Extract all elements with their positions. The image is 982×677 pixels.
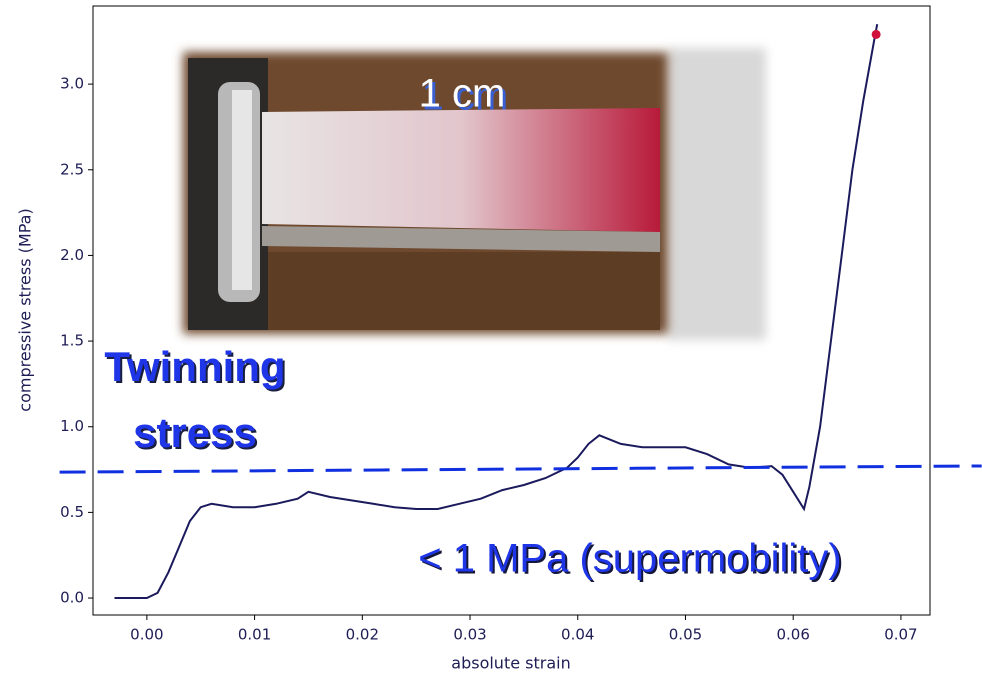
end-marker xyxy=(871,29,881,39)
y-tick-label: 1.5 xyxy=(60,332,84,350)
plot-frame xyxy=(92,5,931,616)
y-tick-label: 2.5 xyxy=(60,160,84,178)
x-tick-label: 0.05 xyxy=(669,626,702,644)
x-tick-label: 0.01 xyxy=(238,626,271,644)
annotation: Twinning xyxy=(104,343,285,390)
y-tick-label: 2.0 xyxy=(60,246,84,264)
y-tick-label: 0.0 xyxy=(60,589,84,607)
data-line xyxy=(114,24,879,599)
x-tick-label: 0.07 xyxy=(884,626,917,644)
annotation: stress xyxy=(133,409,257,456)
twinning-stress-line xyxy=(59,464,982,474)
x-tick-label: 0.02 xyxy=(346,626,379,644)
y-tick-label: 0.5 xyxy=(60,503,84,521)
y-tick-label: 1.0 xyxy=(60,417,84,435)
annotation: 1 cm xyxy=(419,72,506,116)
y-tick-label: 3.0 xyxy=(60,75,84,93)
x-tick-label: 0.04 xyxy=(561,626,594,644)
annotation: < 1 MPa (supermobility) xyxy=(418,537,841,581)
photo-inset xyxy=(183,48,766,340)
y-axis-label: compressive stress (MPa) xyxy=(16,208,35,411)
x-tick-label: 0.06 xyxy=(776,626,809,644)
x-tick-label: 0.03 xyxy=(453,626,486,644)
x-tick-label: 0.00 xyxy=(130,626,163,644)
x-axis-label: absolute strain xyxy=(451,654,570,673)
